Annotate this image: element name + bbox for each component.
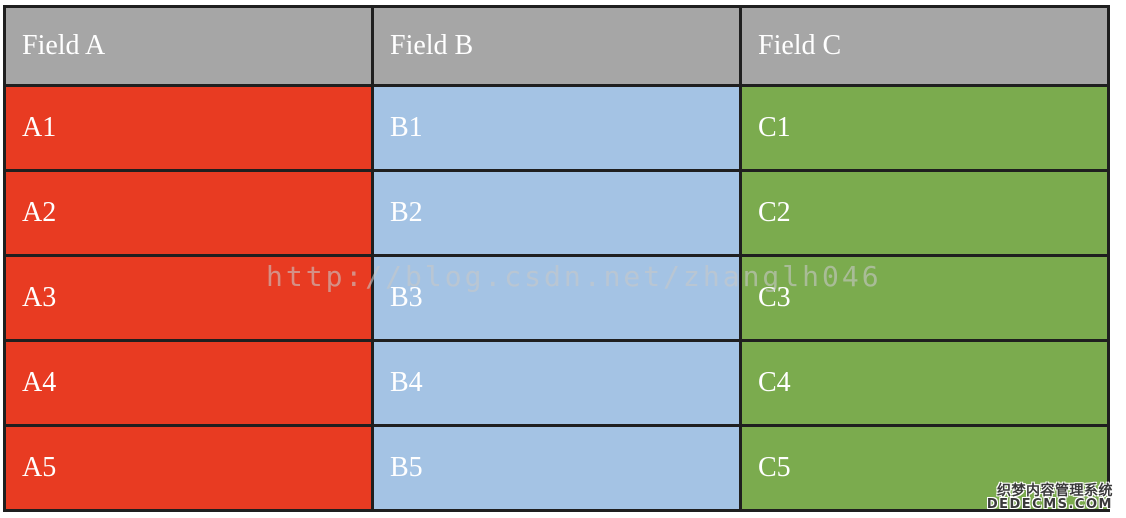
table-cell-a2: A2 <box>3 169 374 257</box>
table-cell-a5: A5 <box>3 424 374 512</box>
table-cell-b1: B1 <box>371 84 742 172</box>
table-cell-b5: B5 <box>371 424 742 512</box>
column-header-field-c: Field C <box>739 5 1110 87</box>
table-cell-c2: C2 <box>739 169 1110 257</box>
table-cell-c3: C3 <box>739 254 1110 342</box>
table-row: A5 B5 C5 <box>3 424 1110 512</box>
table-cell-b2: B2 <box>371 169 742 257</box>
table-row: A3 B3 C3 <box>3 254 1110 342</box>
table-cell-a1: A1 <box>3 84 374 172</box>
table-header-row: Field A Field B Field C <box>3 5 1110 87</box>
table-cell-c5: C5 <box>739 424 1110 512</box>
table-cell-b4: B4 <box>371 339 742 427</box>
table-cell-a4: A4 <box>3 339 374 427</box>
table-cell-a3: A3 <box>3 254 374 342</box>
table-row: A2 B2 C2 <box>3 169 1110 257</box>
data-table: Field A Field B Field C A1 B1 C1 A2 B2 C… <box>3 5 1110 512</box>
table-cell-c4: C4 <box>739 339 1110 427</box>
column-header-field-a: Field A <box>3 5 374 87</box>
table-row: A1 B1 C1 <box>3 84 1110 172</box>
table-cell-c1: C1 <box>739 84 1110 172</box>
table-cell-b3: B3 <box>371 254 742 342</box>
table-row: A4 B4 C4 <box>3 339 1110 427</box>
column-header-field-b: Field B <box>371 5 742 87</box>
